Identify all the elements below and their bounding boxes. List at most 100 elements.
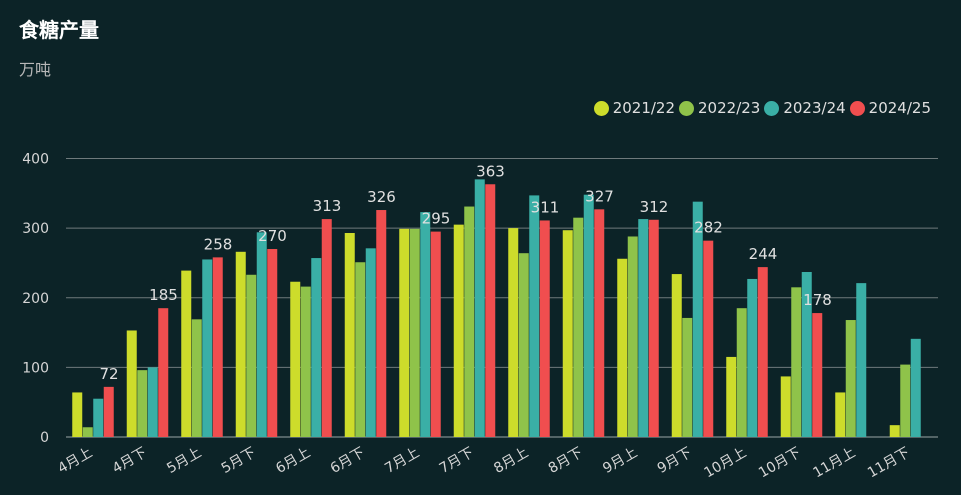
bar-2022-23-2[interactable] bbox=[191, 319, 202, 437]
x-tick-label: 9月下 bbox=[655, 445, 695, 477]
bar-2021-22-7[interactable] bbox=[453, 224, 464, 437]
x-tick-label: 4月下 bbox=[110, 445, 150, 477]
x-tick-label: 11月下 bbox=[865, 445, 913, 482]
data-label: 311 bbox=[531, 198, 560, 216]
bar-2021-22-9[interactable] bbox=[562, 230, 573, 437]
legend-label-2024-25: 2024/25 bbox=[868, 99, 931, 117]
y-tick-label: 100 bbox=[22, 360, 49, 376]
bar-2022-23-4[interactable] bbox=[300, 286, 311, 437]
bar-2024-25-0[interactable] bbox=[103, 386, 114, 437]
bar-2021-22-0[interactable] bbox=[72, 392, 83, 437]
data-label: 363 bbox=[476, 162, 505, 180]
data-label: 327 bbox=[585, 187, 614, 205]
bar-2021-22-12[interactable] bbox=[726, 356, 737, 437]
bar-2021-22-11[interactable] bbox=[671, 274, 682, 437]
bar-2022-23-15[interactable] bbox=[900, 364, 911, 437]
data-label: 72 bbox=[99, 365, 118, 383]
bar-2024-25-5[interactable] bbox=[376, 210, 387, 437]
bar-2021-22-10[interactable] bbox=[617, 258, 628, 437]
bar-2022-23-9[interactable] bbox=[573, 217, 584, 437]
bar-2024-25-1[interactable] bbox=[158, 308, 169, 437]
bar-2024-25-13[interactable] bbox=[812, 313, 823, 437]
bar-2021-22-3[interactable] bbox=[235, 251, 246, 437]
bar-2024-25-12[interactable] bbox=[757, 267, 768, 437]
bar-2022-23-0[interactable] bbox=[82, 427, 93, 437]
data-label: 295 bbox=[422, 210, 451, 228]
bar-2023-24-4[interactable] bbox=[311, 258, 322, 437]
bar-2021-22-1[interactable] bbox=[126, 330, 137, 437]
x-tick-label: 7月上 bbox=[382, 445, 422, 477]
data-label: 282 bbox=[694, 219, 723, 237]
bar-2023-24-8[interactable] bbox=[529, 195, 540, 437]
bar-2023-24-0[interactable] bbox=[93, 398, 104, 437]
bar-2022-23-13[interactable] bbox=[791, 287, 802, 437]
bar-2024-25-8[interactable] bbox=[539, 220, 550, 437]
bar-2023-24-10[interactable] bbox=[638, 219, 649, 437]
bar-2023-24-9[interactable] bbox=[583, 194, 594, 437]
data-label: 313 bbox=[313, 197, 342, 215]
bar-2023-24-15[interactable] bbox=[910, 338, 921, 437]
bar-2023-24-12[interactable] bbox=[747, 278, 758, 437]
bar-2021-22-13[interactable] bbox=[780, 376, 791, 437]
bar-2024-25-11[interactable] bbox=[703, 240, 714, 437]
bar-2024-25-9[interactable] bbox=[594, 209, 605, 437]
legend-label-2022-23: 2022/23 bbox=[698, 99, 761, 117]
x-tick-label: 10月上 bbox=[702, 445, 750, 482]
y-tick-label: 200 bbox=[22, 291, 49, 307]
bar-2024-25-3[interactable] bbox=[267, 249, 278, 437]
x-tick-label: 11月上 bbox=[811, 445, 859, 482]
bar-2023-24-2[interactable] bbox=[202, 259, 213, 437]
bar-2021-22-15[interactable] bbox=[889, 425, 900, 437]
bar-2024-25-7[interactable] bbox=[485, 184, 496, 437]
bar-2021-22-14[interactable] bbox=[835, 392, 846, 437]
legend-item-2022-23[interactable]: 2022/23 bbox=[679, 99, 760, 117]
legend-item-2024-25[interactable]: 2024/25 bbox=[849, 99, 931, 117]
x-tick-label: 4月上 bbox=[55, 445, 95, 477]
legend-item-2023-24[interactable]: 2023/24 bbox=[764, 99, 846, 117]
bar-2022-23-12[interactable] bbox=[736, 308, 747, 437]
bar-2024-25-10[interactable] bbox=[648, 219, 659, 437]
x-tick-label: 8月下 bbox=[546, 445, 586, 477]
x-tick-label: 8月上 bbox=[491, 445, 531, 477]
bar-2022-23-11[interactable] bbox=[682, 317, 693, 437]
bar-2024-25-4[interactable] bbox=[321, 219, 332, 437]
data-label: 178 bbox=[803, 291, 832, 309]
data-label: 270 bbox=[258, 227, 287, 245]
bar-2021-22-5[interactable] bbox=[344, 232, 355, 437]
bar-2021-22-6[interactable] bbox=[399, 228, 410, 437]
x-tick-label: 6月上 bbox=[273, 445, 313, 477]
data-label: 185 bbox=[149, 286, 178, 304]
bar-2022-23-14[interactable] bbox=[845, 320, 856, 437]
bar-2021-22-8[interactable] bbox=[508, 228, 519, 437]
bar-2023-24-3[interactable] bbox=[256, 232, 267, 437]
bar-2023-24-1[interactable] bbox=[147, 367, 158, 437]
bar-2022-23-5[interactable] bbox=[355, 262, 366, 437]
legend: 2021/22 2022/23 2023/24 2024/25 bbox=[590, 99, 931, 117]
bar-2021-22-4[interactable] bbox=[290, 281, 301, 437]
bar-2023-24-6[interactable] bbox=[420, 212, 431, 437]
bar-2022-23-8[interactable] bbox=[518, 253, 529, 437]
bar-2023-24-13[interactable] bbox=[801, 271, 812, 437]
bar-2022-23-3[interactable] bbox=[246, 274, 257, 437]
y-tick-label: 300 bbox=[22, 221, 49, 237]
bar-2023-24-7[interactable] bbox=[474, 179, 485, 437]
legend-item-2021-22[interactable]: 2021/22 bbox=[593, 99, 676, 117]
bar-2023-24-14[interactable] bbox=[856, 283, 867, 437]
legend-label-2023-24: 2023/24 bbox=[783, 99, 846, 117]
bar-2022-23-1[interactable] bbox=[137, 370, 148, 437]
y-tick-label: 400 bbox=[22, 152, 49, 168]
bar-2022-23-6[interactable] bbox=[409, 228, 420, 437]
bar-2022-23-10[interactable] bbox=[627, 236, 638, 437]
bar-2023-24-5[interactable] bbox=[365, 248, 376, 437]
bar-2024-25-6[interactable] bbox=[430, 231, 441, 437]
bar-2024-25-2[interactable] bbox=[212, 257, 223, 437]
bar-2021-22-2[interactable] bbox=[181, 270, 192, 437]
x-tick-label: 6月下 bbox=[328, 445, 368, 477]
bar-2022-23-7[interactable] bbox=[464, 206, 475, 437]
bar-2023-24-11[interactable] bbox=[692, 201, 703, 437]
y-tick-label: 0 bbox=[40, 430, 49, 446]
legend-label-2021-22: 2021/22 bbox=[612, 99, 676, 117]
legend-dot-2023-24 bbox=[764, 100, 780, 116]
unit-subtitle: 万吨 bbox=[19, 60, 52, 79]
